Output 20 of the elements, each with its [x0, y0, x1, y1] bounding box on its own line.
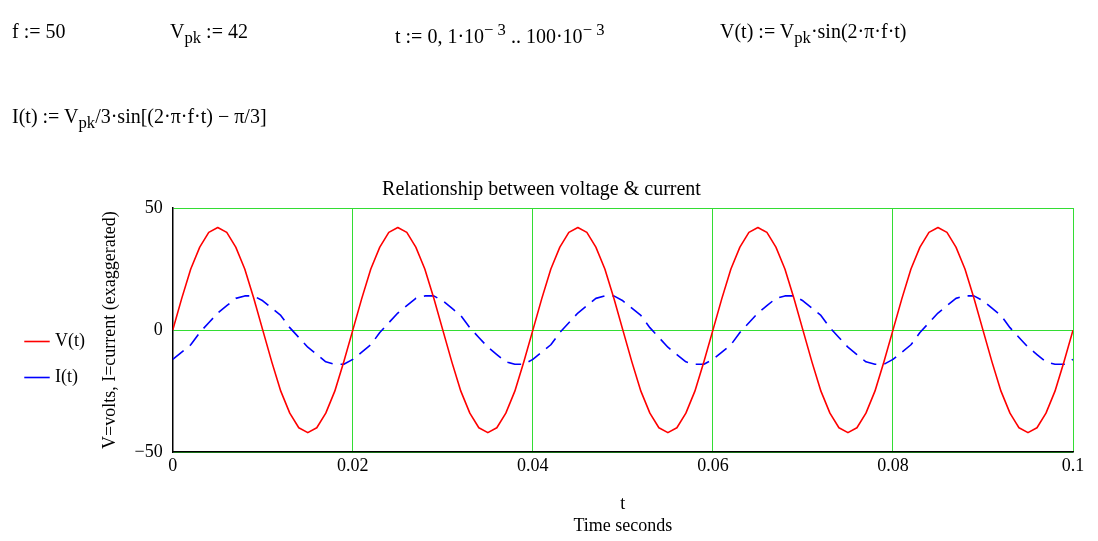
x-tick-label: 0.02 [337, 454, 369, 475]
line-series [172, 295, 1073, 366]
x-tick-label: 0.1 [1061, 454, 1085, 475]
y-tick-label: −50 [134, 440, 163, 461]
chart-title: Relationship between voltage & current [382, 177, 702, 201]
legend-label: I(t) [55, 366, 78, 388]
text: V(t) := V$_{pk}$·sin(2·π·f·t) [720, 20, 907, 48]
text: I(t) := V$_{pk}$/3·sin[(2·π·f·t) − π/3] [12, 105, 267, 133]
text: f := 50 [12, 20, 66, 43]
x-tick-label: 0.06 [697, 454, 729, 475]
legend-label: V(t) [55, 330, 85, 352]
x-axis-title: t Time seconds [573, 493, 673, 535]
y-tick-label: 50 [144, 196, 163, 217]
text: V$_{pk}$ := 42 [170, 20, 248, 48]
x-tick-label: 0.08 [877, 454, 909, 475]
x-tick-label: 0.04 [517, 454, 549, 475]
y-axis-title: V=volts, I=current (exaggerated) [98, 211, 120, 449]
text: t := 0, 1·10$^{− 3}$ .. 100·10$^{− 3}$ [395, 20, 605, 48]
x-tick-label: 0 [168, 454, 178, 475]
y-tick-label: 0 [153, 318, 163, 339]
